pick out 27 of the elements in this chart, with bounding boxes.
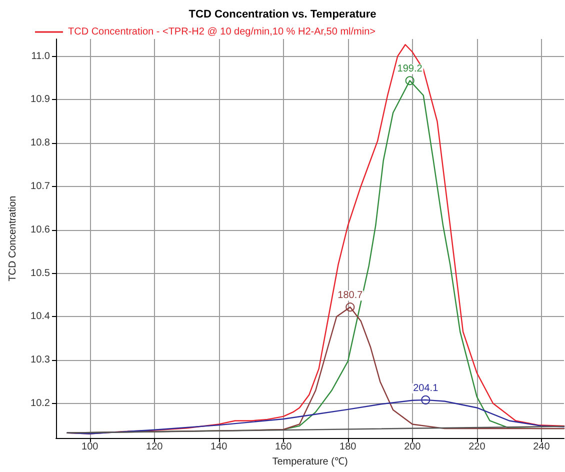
y-tick-label: 10.3: [30, 354, 50, 366]
point: [405, 76, 414, 86]
x-tick-label: 180: [340, 442, 357, 453]
x-tick-label: 100: [82, 442, 99, 453]
x-tick-label: 220: [468, 442, 486, 453]
x-axis-title: Temperature (℃): [272, 456, 348, 468]
x-tick-label: 160: [275, 442, 292, 453]
y-tick-label: 10.7: [30, 180, 50, 192]
point: [421, 395, 430, 404]
y-axis-title: TCD Concentration: [8, 196, 18, 282]
y-tick-label: 11.0: [31, 50, 50, 62]
annotation: 180.7: [338, 290, 364, 302]
x-tick-label: 200: [404, 442, 422, 453]
y-tick-label: 10.9: [30, 94, 50, 106]
annotation: 204.1: [413, 382, 439, 394]
x-tick-label: 140: [210, 442, 228, 453]
x-tick-label: 240: [533, 442, 550, 453]
x-tick-label: 120: [146, 442, 164, 453]
y-tick-label: 10.4: [30, 311, 50, 322]
point: [346, 302, 355, 312]
y-tick-label: 10.6: [30, 224, 50, 236]
legend-label: TCD Concentration - <TPR-H2 @ 10 deg/min,10 % H2-Ar,50 ml/min>: [68, 26, 376, 38]
y-tick-label: 10.5: [30, 268, 50, 279]
y-tick-label: 10.2: [30, 398, 50, 409]
chart-title: TCD Concentration vs. Temperature: [188, 8, 376, 20]
annotation: 199.2: [397, 64, 423, 75]
y-tick-label: 10.8: [30, 138, 50, 149]
